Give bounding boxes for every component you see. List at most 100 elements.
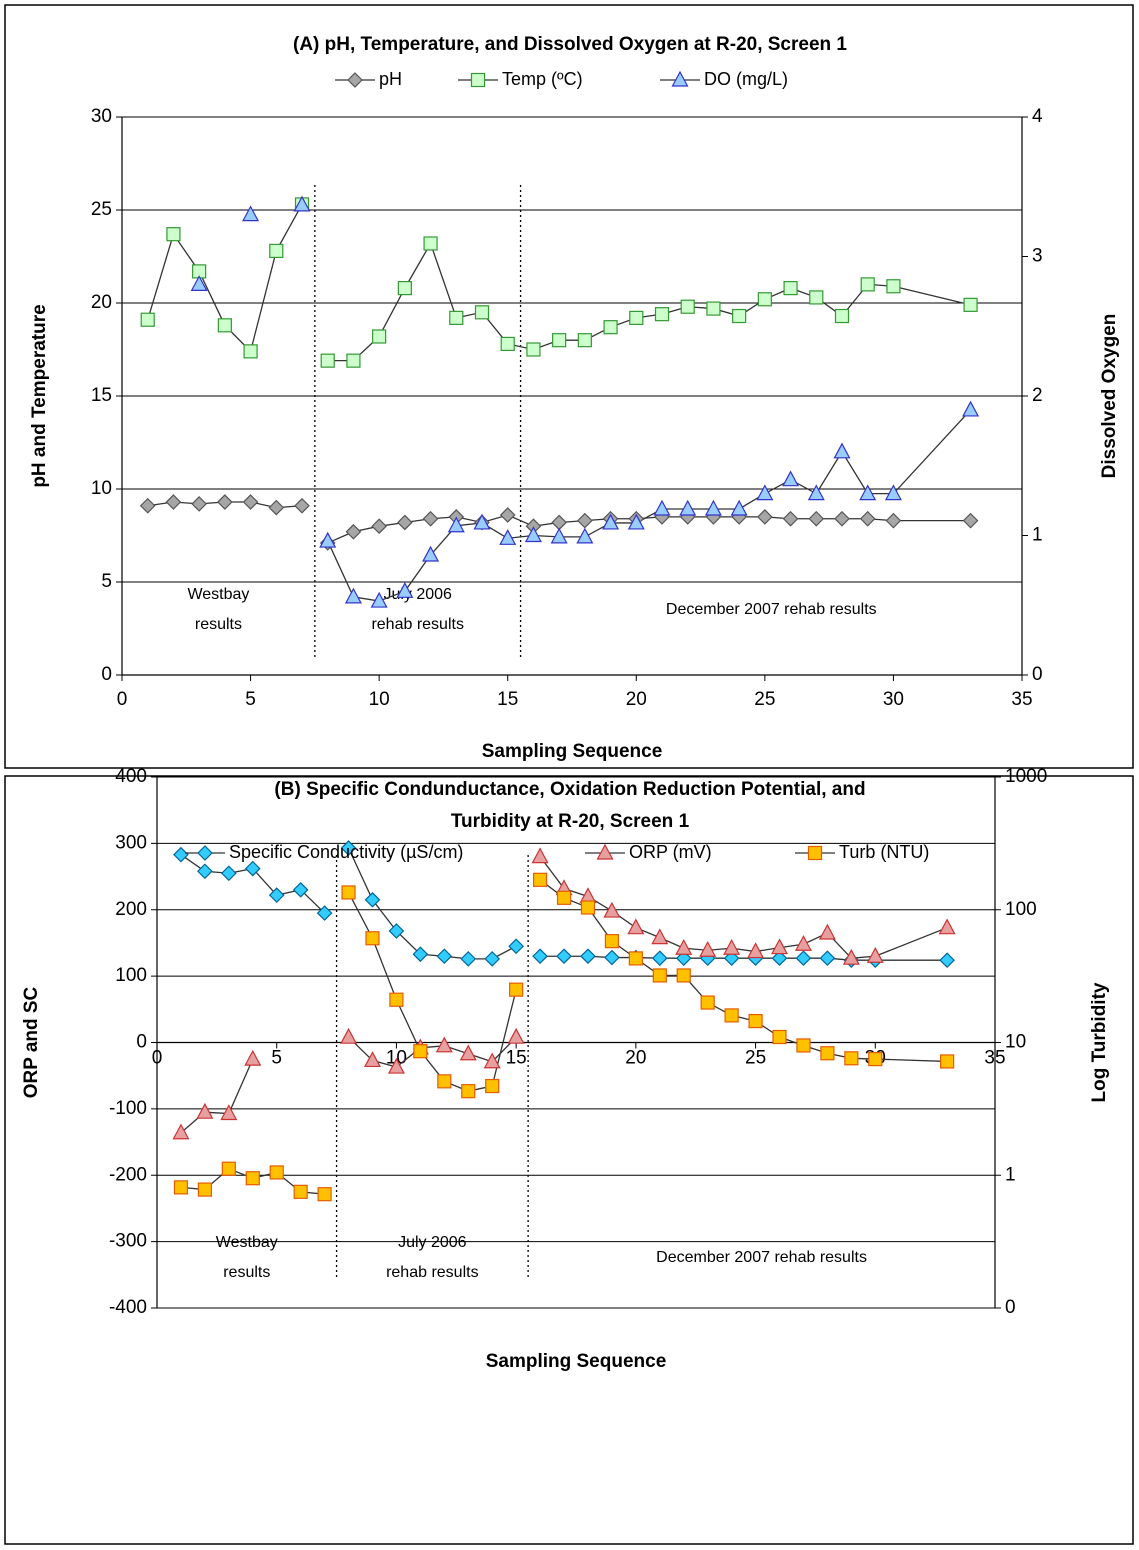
x-tick-label: 15 [506, 1048, 527, 1069]
data-point [866, 946, 884, 963]
chart-title: (A) pH, Temperature, and Dissolved Oxyge… [293, 34, 847, 55]
x-tick-label: 0 [152, 1048, 163, 1069]
data-point [317, 1187, 332, 1202]
y2-tick-label: 10 [1005, 1032, 1026, 1053]
x-tick-label: 20 [626, 689, 647, 710]
x-tick-label: 0 [117, 689, 128, 710]
data-point [756, 484, 774, 501]
y-tick-label: 200 [115, 899, 147, 920]
data-point [242, 205, 260, 222]
chart-title: (B) Specific Condunductance, Oxidation R… [274, 779, 865, 800]
legend-label: Temp (ºC) [502, 69, 583, 89]
data-point [499, 529, 517, 545]
data-point [370, 591, 388, 608]
data-point [397, 514, 413, 531]
y-tick-label: 0 [101, 664, 112, 685]
data-point [844, 1051, 859, 1066]
data-point [796, 1038, 811, 1053]
x-tick-label: 10 [369, 689, 390, 710]
y2-tick-label: 2 [1032, 385, 1043, 406]
data-point [550, 527, 568, 544]
x-tick-label: 5 [271, 1048, 282, 1069]
data-point [422, 545, 440, 562]
legend-label: ORP (mV) [629, 842, 712, 862]
data-point [795, 950, 812, 967]
data-point [447, 516, 465, 533]
data-point [474, 305, 490, 320]
region-label: July 2006 [398, 1234, 467, 1251]
data-point [483, 1052, 501, 1069]
data-point [679, 499, 697, 516]
x-tick-label: 30 [883, 689, 904, 710]
data-point [197, 1182, 212, 1197]
data-point [413, 1044, 428, 1059]
data-point [579, 887, 597, 904]
data-point [499, 507, 516, 523]
data-point [782, 470, 800, 487]
data-point [173, 1180, 189, 1195]
y-tick-label: -200 [109, 1164, 147, 1185]
data-point [653, 499, 671, 516]
data-point [509, 982, 524, 997]
data-point [794, 934, 812, 951]
data-point [651, 928, 669, 945]
x-tick-label: 20 [625, 1048, 646, 1069]
data-point [771, 938, 789, 955]
data-point [603, 901, 621, 918]
data-point [220, 1104, 238, 1121]
data-point [783, 281, 798, 296]
y-tick-label: 15 [91, 385, 112, 406]
data-point [140, 312, 155, 327]
data-point [268, 499, 285, 516]
data-point [221, 1161, 236, 1176]
data-point [757, 292, 772, 307]
data-point [340, 840, 357, 856]
data-point [577, 512, 593, 529]
y2-axis-title: Log Turbidity [1089, 982, 1110, 1102]
data-point [884, 484, 902, 501]
y2-tick-label: 1 [1005, 1164, 1016, 1185]
data-point [269, 1165, 284, 1180]
y-tick-label: 30 [91, 106, 112, 127]
data-point [962, 400, 980, 417]
data-point [576, 527, 594, 544]
data-point [886, 279, 901, 294]
data-point [842, 948, 860, 965]
legend-label: DO (mg/L) [704, 69, 788, 89]
legend-label: Specific Conductivity (µS/cm) [229, 842, 463, 862]
data-point [396, 582, 414, 598]
data-point [244, 860, 261, 877]
data-point [220, 865, 237, 882]
data-point [627, 513, 645, 530]
data-point [833, 442, 851, 459]
data-point [243, 344, 258, 359]
data-point [363, 1051, 381, 1068]
y2-tick-label: 100 [1005, 899, 1037, 920]
x-tick-label: 25 [754, 689, 775, 710]
data-point [269, 243, 284, 259]
region-label: Westbay [187, 586, 249, 603]
data-point [293, 195, 311, 212]
data-point [364, 891, 381, 908]
data-point [819, 950, 836, 967]
data-point [268, 887, 285, 903]
data-point [676, 968, 691, 983]
data-point [808, 510, 825, 527]
data-point [397, 281, 412, 296]
data-point [341, 885, 356, 900]
data-point [485, 1078, 500, 1094]
data-point [757, 509, 773, 525]
region-label: July 2006 [383, 586, 452, 603]
data-point [820, 1046, 835, 1061]
legend-marker [807, 845, 823, 861]
y-tick-label: 0 [136, 1032, 147, 1053]
data-point [316, 905, 333, 921]
data-point [196, 1102, 214, 1119]
data-point [704, 499, 722, 516]
data-point [885, 512, 902, 529]
data-point [747, 942, 765, 959]
data-point [346, 353, 361, 368]
data-point [423, 236, 438, 251]
region-label: rehab results [371, 616, 464, 633]
data-point [387, 1057, 405, 1074]
